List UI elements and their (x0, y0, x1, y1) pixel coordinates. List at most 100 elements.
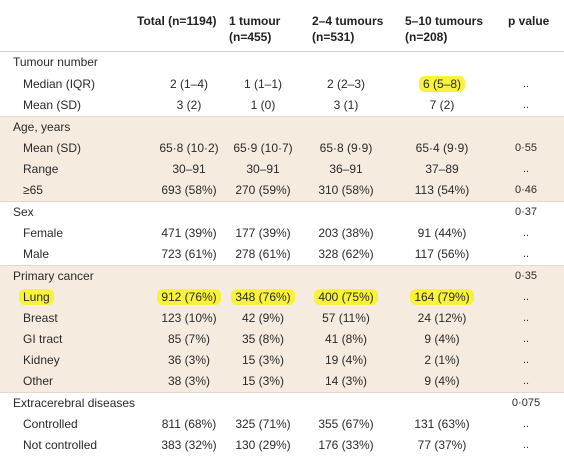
cell-total-highlighted: 912 (76%) (157, 289, 221, 305)
section-row-tumour-number: Tumour number (0, 52, 564, 73)
row-label: Kidney (23, 353, 60, 367)
row-label: Not controlled (23, 438, 98, 452)
cell-total: 383 (32%) (161, 438, 217, 452)
table-row: Breast 123 (10%) 42 (9%) 57 (11%) 24 (12… (0, 308, 564, 329)
cell-two: 14 (3%) (324, 374, 368, 388)
row-divider (0, 265, 564, 266)
cell-one: 15 (3%) (241, 374, 285, 388)
cell-total: 693 (58%) (161, 183, 217, 197)
cell-five: 91 (44%) (417, 226, 467, 240)
table-row: Range 30–91 30–91 36–91 37–89 .. (0, 159, 564, 180)
cell-total: 65·8 (10·2) (159, 141, 219, 155)
table-row: Controlled 811 (68%) 325 (71%) 355 (67%)… (0, 414, 564, 435)
cell-two: 2 (2–3) (326, 77, 366, 91)
cell-one: 15 (3%) (241, 353, 285, 367)
cell-two: 328 (62%) (318, 247, 374, 261)
cell-five-highlighted: 164 (79%) (410, 289, 474, 305)
row-label: Mean (SD) (23, 98, 82, 112)
header-five-ten-tumours: 5–10 tumours (n=208) (405, 13, 483, 45)
row-label: Tumour number (13, 55, 98, 69)
cell-total: 471 (39%) (161, 226, 217, 240)
table-row: Not controlled 383 (32%) 130 (29%) 176 (… (0, 435, 564, 456)
cell-p: 0·075 (511, 397, 541, 409)
cell-five: 131 (63%) (414, 417, 470, 431)
cell-two: 19 (4%) (324, 353, 368, 367)
cell-one: 177 (39%) (235, 226, 291, 240)
table-row: Other 38 (3%) 15 (3%) 14 (3%) 9 (4%) .. (0, 371, 564, 392)
cell-one: 42 (9%) (241, 311, 285, 325)
cell-total: 723 (61%) (161, 247, 217, 261)
section-row-sex: Sex 0·37 (0, 202, 564, 223)
row-label: Mean (SD) (23, 141, 82, 155)
row-label: GI tract (23, 332, 63, 346)
cell-two: 176 (33%) (318, 438, 374, 452)
cell-p: .. (522, 78, 530, 90)
row-label: Female (23, 226, 64, 240)
row-label: Age, years (13, 120, 71, 134)
row-label: Median (IQR) (23, 77, 96, 91)
cell-two: 3 (1) (333, 98, 359, 112)
cell-p: .. (522, 354, 530, 366)
cell-p: 0·37 (514, 206, 538, 218)
cell-p: .. (522, 163, 530, 175)
cell-five-highlighted: 6 (5–8) (418, 76, 466, 92)
header-p-label: p value (508, 14, 550, 28)
cell-total: 123 (10%) (161, 311, 217, 325)
cell-p: .. (522, 375, 530, 387)
row-label: Male (23, 247, 50, 261)
header-two-four-tumours: 2–4 tumours (n=531) (312, 13, 383, 45)
header-total-label: Total (n=1194) (137, 14, 217, 28)
cell-two: 36–91 (329, 162, 363, 176)
table-row: Kidney 36 (3%) 15 (3%) 19 (4%) 2 (1%) .. (0, 350, 564, 371)
cell-total: 811 (68%) (161, 417, 217, 431)
cell-two: 310 (58%) (318, 183, 374, 197)
cell-five: 77 (37%) (417, 438, 467, 452)
cell-total: 38 (3%) (167, 374, 211, 388)
cell-total: 85 (7%) (167, 332, 211, 346)
cell-total: 30–91 (172, 162, 206, 176)
cell-p: .. (522, 99, 530, 111)
cell-p: .. (522, 227, 530, 239)
table-row: Median (IQR) 2 (1–4) 1 (1–1) 2 (2–3) 6 (… (0, 74, 564, 95)
cell-two: 57 (11%) (322, 311, 370, 325)
cell-one: 278 (61%) (235, 247, 291, 261)
table-row: Female 471 (39%) 177 (39%) 203 (38%) 91 … (0, 223, 564, 244)
cell-one: 30–91 (246, 162, 280, 176)
cell-one: 270 (59%) (235, 183, 291, 197)
cell-p: 0·35 (514, 270, 538, 282)
row-label: Breast (23, 311, 58, 325)
table-row: ≥65 693 (58%) 270 (59%) 310 (58%) 113 (5… (0, 180, 564, 201)
cell-five: 9 (4%) (424, 332, 460, 346)
section-row-primary-cancer: Primary cancer 0·35 (0, 266, 564, 287)
cell-p: .. (522, 439, 530, 451)
cell-one: 1 (0) (250, 98, 276, 112)
cell-five: 2 (1%) (424, 353, 460, 367)
row-label: Sex (13, 205, 34, 219)
cell-total: 3 (2) (176, 98, 202, 112)
row-label: Range (23, 162, 59, 176)
header-p-value: p value (508, 13, 549, 29)
header-two-line1: 2–4 tumours (312, 14, 384, 28)
cell-p: 0·55 (514, 142, 538, 154)
row-label-highlighted: Lung (19, 289, 54, 305)
cell-five: 37–89 (425, 162, 459, 176)
cell-five: 65·4 (9·9) (415, 141, 469, 155)
cell-total: 36 (3%) (167, 353, 211, 367)
row-label: Extracerebral diseases (13, 396, 136, 410)
cell-total: 2 (1–4) (169, 77, 209, 91)
cell-p: .. (522, 312, 530, 324)
row-label: ≥65 (23, 183, 43, 197)
cell-p: .. (522, 333, 530, 345)
header-five-line1: 5–10 tumours (405, 14, 484, 28)
cell-one: 65·9 (10·7) (233, 141, 293, 155)
cell-p: .. (522, 291, 530, 303)
cell-two-highlighted: 400 (75%) (314, 289, 378, 305)
row-label: Primary cancer (13, 269, 94, 283)
table-row-lung: Lung 912 (76%) 348 (76%) 400 (75%) 164 (… (0, 287, 564, 308)
header-five-line2: (n=208) (405, 30, 448, 44)
header-two-line2: (n=531) (312, 30, 355, 44)
cell-p: .. (522, 418, 530, 430)
header-one-line2: (n=455) (229, 30, 272, 44)
cell-two: 41 (8%) (324, 332, 368, 346)
